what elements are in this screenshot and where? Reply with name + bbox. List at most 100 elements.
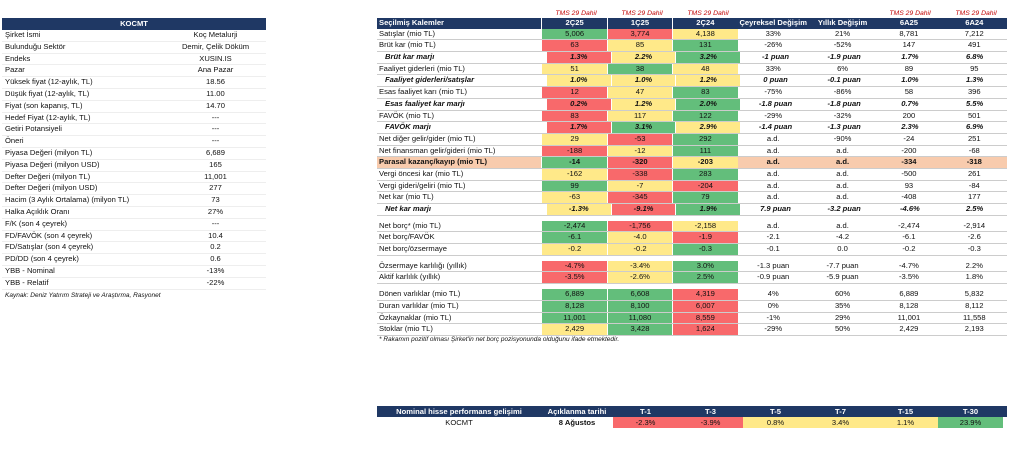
tms-notes: TMS 29 Dahil TMS 29 Dahil TMS 29 Dahil T… xyxy=(377,10,1007,18)
row-value: a.d. xyxy=(836,145,849,155)
row-value: 251 xyxy=(967,133,981,143)
row-value: 99 xyxy=(541,180,607,192)
row-value: -1.4 puan xyxy=(758,122,793,132)
summary-row: Öneri --- xyxy=(2,136,266,148)
tms-note-1q25: TMS 29 Dahil xyxy=(621,10,663,17)
performance-header-row: Nominal hisse performans gelişimi Açıkla… xyxy=(377,406,1007,417)
perf-value: 0.8% xyxy=(743,417,808,428)
summary-label: Pazar xyxy=(5,65,25,75)
financials-row: Net kar marjı -1.3% -9.1% 1.9% 7.9 puan -3.2 … xyxy=(377,204,1007,216)
row-value: 3.2% xyxy=(675,52,741,63)
row-value: 6.9% xyxy=(965,122,984,132)
row-value: 5,006 xyxy=(541,28,607,40)
row-value: -6.1 xyxy=(541,232,607,244)
row-label: Net kar (mio TL) xyxy=(379,192,434,202)
row-label: Net borç/özsermaye xyxy=(379,244,447,254)
summary-row: Pazar Ana Pazar xyxy=(2,65,266,78)
perf-value: -2.3% xyxy=(613,417,678,428)
financials-row: Brüt kar marjı 1.3% 2.2% 3.2% -1 puan -1.9 pu… xyxy=(377,52,1007,64)
row-value: -318 xyxy=(966,157,982,167)
row-value: -84 xyxy=(968,180,980,190)
row-value: 111 xyxy=(672,145,738,157)
summary-value: 27% xyxy=(207,206,224,216)
summary-label: Şirket İsmi xyxy=(5,30,41,39)
financials-row: Net borç/özsermaye -0.2 -0.2 -0.3 -0.1 0.0 -0.… xyxy=(377,244,1007,256)
header-6a25: 6A25 xyxy=(876,18,942,29)
summary-label: Defter Değeri (milyon USD) xyxy=(5,183,98,193)
row-value: -26% xyxy=(764,40,783,50)
row-value: -0.3 xyxy=(967,244,981,254)
row-value: 491 xyxy=(967,40,981,50)
financials-header-row: Seçilmiş Kalemler 2Ç25 1Ç25 2Ç24 Çeyreks… xyxy=(377,18,1007,29)
row-label: Net kar marjı xyxy=(385,204,432,213)
row-value: -68 xyxy=(968,145,980,155)
row-value: -188 xyxy=(541,145,607,157)
summary-row: Defter Değeri (milyon TL) 11,001 xyxy=(2,172,266,184)
row-value: 6% xyxy=(837,63,849,73)
summary-row: FD/FAVÖK (son 4 çeyrek) 10.4 xyxy=(2,231,266,243)
row-value: -75% xyxy=(764,87,783,97)
financials-row: Brüt kar (mio TL) 63 85 131 -26% -52% 147 491 xyxy=(377,40,1007,53)
row-label: FAVÖK marjı xyxy=(385,122,431,132)
summary-label: Halka Açıklık Oranı xyxy=(5,206,70,216)
summary-row: Fiyat (son kapanış, TL) 14.70 xyxy=(2,101,266,113)
row-value: a.d. xyxy=(766,145,780,155)
row-value: a.d. xyxy=(766,133,780,143)
row-value: 51 xyxy=(541,63,607,75)
perf-header-t1: T-1 xyxy=(640,407,651,416)
row-value: -203 xyxy=(672,157,738,168)
summary-label: YBB - Relatif xyxy=(5,277,49,287)
row-label: FAVÖK (mio TL) xyxy=(379,110,434,120)
summary-row: Piyasa Değeri (milyon USD) 165 xyxy=(2,160,266,172)
row-label: Vergi gideri/geliri (mio TL) xyxy=(379,180,466,190)
row-value: -0.3 xyxy=(672,244,738,255)
summary-value: 277 xyxy=(209,183,222,193)
row-value: 11,001 xyxy=(897,312,921,322)
header-yearly-change: Yıllık Değişim xyxy=(817,18,868,27)
row-label: Faaliyet giderleri/satışlar xyxy=(385,75,475,85)
summary-row: F/K (son 4 çeyrek) --- xyxy=(2,219,266,231)
row-value: -86% xyxy=(833,87,852,97)
row-value: 3,774 xyxy=(606,28,673,40)
row-value: -1.9 xyxy=(672,232,738,244)
financials-row: Vergi öncesi kar (mio TL) -162 -338 283 a.d.… xyxy=(377,168,1007,181)
financials-row: Özkaynaklar (mio TL) 11,001 11,080 8,559 -1%… xyxy=(377,312,1007,325)
row-value: -7.7 puan xyxy=(826,260,859,270)
row-value: 8,559 xyxy=(672,312,738,324)
row-value: 2,193 xyxy=(964,324,984,334)
row-value: -0.2 xyxy=(902,244,916,254)
row-value: 8,128 xyxy=(899,300,919,310)
row-label: Net borç/FAVÖK xyxy=(379,232,435,242)
row-value: -2.1 xyxy=(766,232,780,242)
row-value: -4.7% xyxy=(899,260,919,270)
row-value: 1,624 xyxy=(672,324,738,335)
row-label: Brüt kar (mio TL) xyxy=(379,40,436,50)
row-value: 6,007 xyxy=(672,300,738,312)
header-quarterly-change: Çeyreksel Değişim xyxy=(739,18,807,27)
row-value: -52% xyxy=(833,40,852,50)
row-value: a.d. xyxy=(836,168,849,178)
summary-value: 10.4 xyxy=(208,230,223,240)
summary-value: 165 xyxy=(209,159,222,169)
row-label: Özkaynaklar (mio TL) xyxy=(379,312,452,322)
row-label: Duran varlıklar (mio TL) xyxy=(379,300,459,310)
row-value: 1.7% xyxy=(545,122,611,133)
row-value: 1.3% xyxy=(965,75,984,85)
row-value: 2.2% xyxy=(610,52,676,63)
company-summary-table: KOCMT Şirket İsmi Koç Metalurji Bulunduğu … xyxy=(2,18,266,299)
summary-value: --- xyxy=(211,136,220,146)
financials-row: Parasal kazanç/kayıp (mio TL) -14 -320 -203… xyxy=(377,157,1007,169)
row-value: -63 xyxy=(541,192,607,203)
row-value: 1.0% xyxy=(545,75,611,87)
row-value: 79 xyxy=(672,192,738,203)
perf-date: 8 Ağustos xyxy=(558,418,596,427)
row-value: -4.2 xyxy=(836,232,850,242)
perf-value: 1.1% xyxy=(873,417,938,428)
row-value: 1.3% xyxy=(545,52,611,63)
row-label: Parasal kazanç/kayıp (mio TL) xyxy=(379,157,488,167)
row-value: -14 xyxy=(541,157,607,168)
row-value: -4.6% xyxy=(899,204,920,213)
row-value: 6,889 xyxy=(541,289,607,300)
row-value: 48 xyxy=(672,63,738,75)
financials-row: Özsermaye karlılığı (yıllık) -4.7% -3.4% 3.… xyxy=(377,260,1007,273)
